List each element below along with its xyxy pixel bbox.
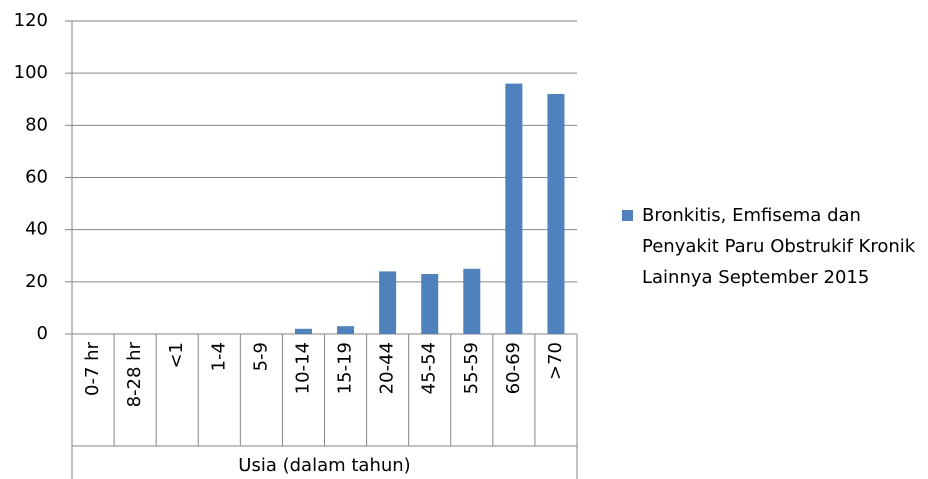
x-tick-label: 0-7 hr [82,341,103,396]
y-tick-label: 20 [25,271,48,292]
x-tick-label: 10-14 [292,342,313,394]
bar [421,274,439,334]
x-tick-label: >70 [545,342,566,380]
bar [505,83,523,334]
bar [547,94,565,335]
y-tick-label: 80 [25,114,48,135]
y-tick-label: 60 [25,167,48,188]
x-tick-label: 1-4 [208,342,229,371]
y-tick-label: 0 [37,323,48,344]
y-tick-label: 120 [14,10,48,31]
y-tick-label: 100 [14,62,48,83]
bar [294,328,312,334]
x-tick-label: 5-9 [250,342,271,371]
bar [337,326,355,334]
x-tick-label: 45-54 [419,342,440,394]
x-axis-title: Usia (dalam tahun) [238,455,410,476]
x-tick-label: 20-44 [377,342,398,394]
x-tick-label: 55-59 [461,342,482,394]
x-tick-label: 8-28 hr [124,341,145,407]
legend: Bronkitis, Emfisema dan Penyakit Paru Ob… [616,200,916,293]
y-tick-label: 40 [25,219,48,240]
x-tick-label: 60-69 [503,342,524,394]
x-tick-label: 15-19 [335,342,356,394]
x-tick-label: <1 [166,342,187,369]
bar [463,268,481,334]
bar [379,271,397,334]
legend-swatch [622,210,633,221]
legend-label: Bronkitis, Emfisema dan Penyakit Paru Ob… [642,205,916,288]
